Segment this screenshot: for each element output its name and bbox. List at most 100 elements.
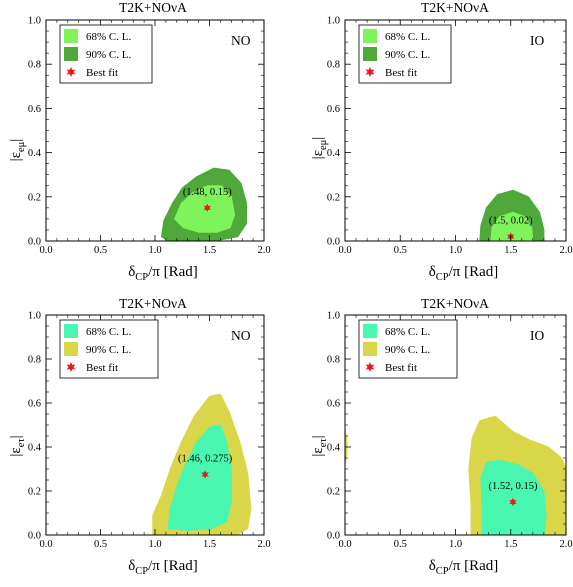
y-tick-label: 0.0	[327, 531, 340, 542]
legend-label: 68% C. L.	[86, 326, 131, 338]
panel-4: (1.52, 0.15) 0.0 0.5 1.0 1.5 2.0 0.0 0.2 0.4 0.6 0…	[310, 296, 573, 577]
panel-1: (1.48, 0.15) 0.0 0.5 1.0 1.5 2.0 0.0 0.2 0.4 0.6 0…	[8, 0, 271, 283]
legend-swatch	[363, 29, 377, 43]
legend-swatch	[363, 47, 377, 61]
y-axis-label: |εeτ|	[310, 435, 329, 456]
contour-68cl-1	[167, 424, 232, 532]
ordering-label: NO	[231, 33, 251, 48]
x-tick-label: 2.0	[257, 245, 270, 256]
x-tick-label: 1.0	[449, 539, 462, 550]
y-tick-label: 1.0	[327, 311, 340, 322]
y-tick-label: 0.6	[28, 104, 41, 115]
legend-label: 90% C. L.	[86, 49, 131, 61]
y-tick-label: 0.8	[327, 60, 340, 71]
contours	[345, 415, 566, 535]
y-tick-label: 0.4	[28, 148, 42, 159]
x-tick-label: 0.0	[338, 539, 351, 550]
legend-swatch	[363, 342, 377, 356]
legend-swatch	[64, 342, 78, 356]
x-tick-label: 1.5	[504, 245, 517, 256]
best-fit-marker	[509, 497, 517, 507]
legend-label: 68% C. L.	[385, 31, 430, 43]
y-tick-label: 0.8	[327, 355, 340, 366]
x-axis-label: δCP/π [Rad]	[128, 264, 198, 283]
legend-label: Best fit	[385, 362, 417, 374]
best-fit-label: (1.46, 0.275)	[178, 454, 233, 465]
y-tick-label: 0.2	[28, 192, 41, 203]
legend: 68% C. L. 90% C. L. Best fit	[358, 319, 458, 379]
legend-swatch	[363, 324, 377, 338]
legend-label: 90% C. L.	[86, 344, 131, 356]
legend-swatch	[64, 47, 78, 61]
legend-star-icon	[365, 67, 375, 77]
ordering-label: IO	[530, 33, 544, 48]
best-fit-label: (1.52, 0.15)	[488, 481, 537, 492]
x-tick-label: 0.0	[39, 245, 52, 256]
x-tick-label: 0.0	[39, 539, 52, 550]
x-axis-label: δCP/π [Rad]	[128, 558, 198, 577]
legend: 68% C. L. 90% C. L. Best fit	[59, 24, 153, 84]
contours	[152, 393, 252, 535]
x-axis-label: δCP/π [Rad]	[429, 558, 499, 577]
legend-swatch	[64, 29, 78, 43]
y-tick-label: 0.2	[327, 192, 340, 203]
y-axis-label: |εeμ|	[8, 139, 27, 162]
legend-star-icon	[66, 362, 76, 372]
y-tick-label: 0.8	[28, 60, 41, 71]
y-tick-label: 1.0	[327, 16, 340, 27]
panel-3: (1.46, 0.275) 0.0 0.5 1.0 1.5 2.0 0.0 0.2 0.4 0.6…	[8, 296, 271, 577]
panel-title: T2K+NOνA	[421, 0, 489, 15]
y-tick-label: 0.4	[28, 443, 42, 454]
ordering-label: IO	[530, 328, 544, 343]
best-fit-label: (1.48, 0.15)	[183, 187, 232, 198]
legend-label: 90% C. L.	[385, 344, 430, 356]
ordering-label: NO	[231, 328, 251, 343]
x-tick-label: 1.5	[504, 539, 517, 550]
legend-label: Best fit	[86, 67, 118, 79]
x-tick-label: 0.0	[338, 245, 351, 256]
x-tick-label: 0.5	[94, 245, 107, 256]
x-tick-label: 0.5	[394, 539, 407, 550]
contours	[479, 189, 545, 241]
y-tick-label: 0.0	[327, 237, 340, 248]
legend-label: 68% C. L.	[86, 31, 131, 43]
legend-swatch	[64, 324, 78, 338]
best-fit-marker	[203, 203, 211, 213]
contours	[161, 167, 248, 241]
x-tick-label: 2.0	[559, 245, 572, 256]
panel-title: T2K+NOνA	[119, 0, 187, 15]
y-axis-label: |εeμ|	[310, 137, 329, 160]
best-fit-marker	[201, 470, 209, 479]
x-tick-label: 1.5	[203, 245, 216, 256]
x-tick-label: 1.5	[203, 539, 216, 550]
x-tick-label: 2.0	[257, 539, 270, 550]
panel-2: (1.5, 0.02) 0.0 0.5 1.0 1.5 2.0 0.0 0.2 0.4 0.6 0.…	[310, 0, 573, 283]
x-tick-label: 0.5	[94, 539, 107, 550]
x-tick-label: 1.0	[449, 245, 462, 256]
x-tick-label: 2.0	[559, 539, 572, 550]
legend-label: 68% C. L.	[385, 326, 430, 338]
y-tick-label: 1.0	[28, 16, 41, 27]
x-tick-label: 1.0	[148, 245, 161, 256]
x-axis-label: δCP/π [Rad]	[429, 264, 499, 283]
best-fit-label: (1.5, 0.02)	[489, 216, 533, 227]
legend: 68% C. L. 90% C. L. Best fit	[358, 24, 452, 84]
contour-68cl-1	[480, 459, 547, 535]
y-tick-label: 1.0	[28, 311, 41, 322]
x-tick-label: 1.0	[148, 539, 161, 550]
y-tick-label: 0.6	[28, 399, 41, 410]
legend-star-icon	[365, 362, 375, 372]
y-tick-label: 0.2	[28, 487, 41, 498]
y-tick-label: 0.0	[28, 237, 41, 248]
panel-title: T2K+NOνA	[421, 296, 489, 311]
y-axis-label: |εeτ|	[8, 435, 27, 456]
x-tick-label: 0.5	[394, 245, 407, 256]
y-tick-label: 0.0	[28, 531, 41, 542]
y-tick-label: 0.2	[327, 487, 340, 498]
legend-label: Best fit	[86, 362, 118, 374]
panel-title: T2K+NOνA	[119, 296, 187, 311]
y-tick-label: 0.6	[327, 104, 340, 115]
y-tick-label: 0.4	[327, 443, 341, 454]
legend-label: 90% C. L.	[385, 49, 430, 61]
